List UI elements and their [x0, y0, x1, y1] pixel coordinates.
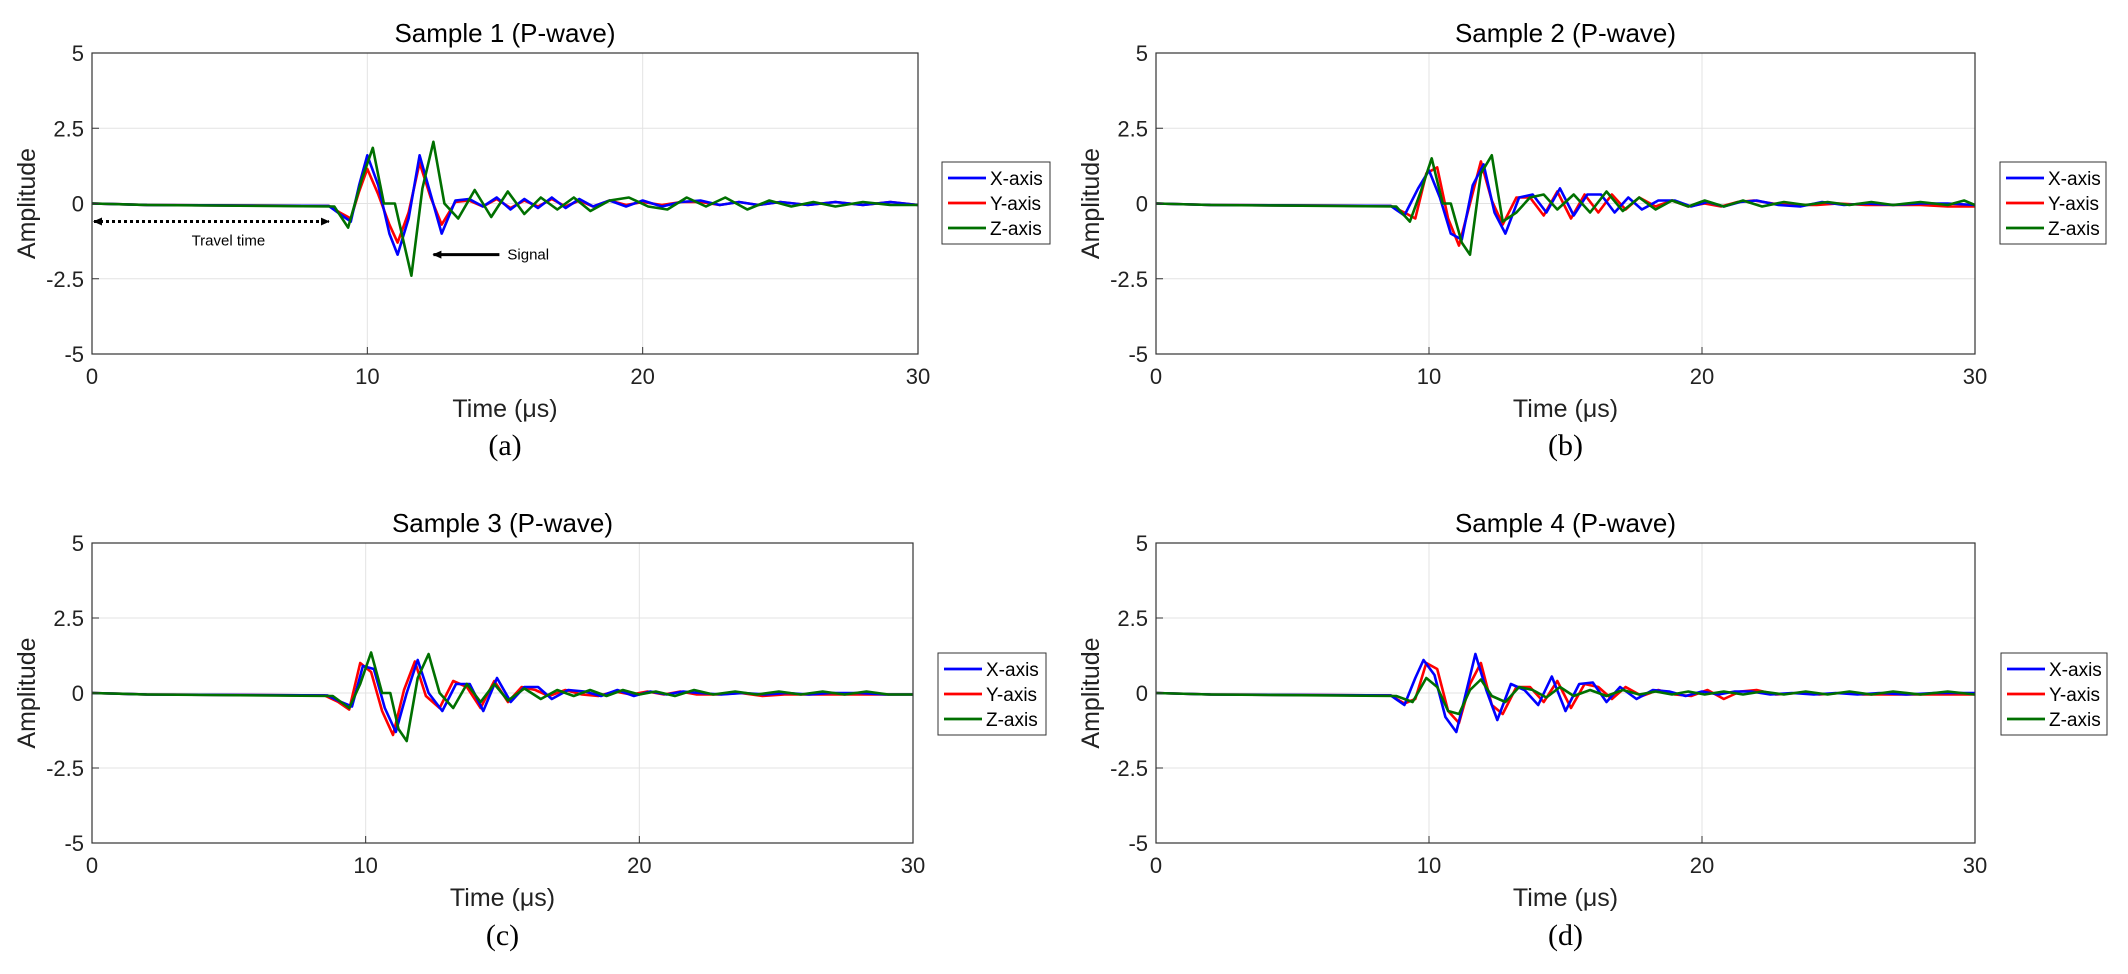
x-tick-label: 10 — [1417, 364, 1441, 389]
y-tick-label: -5 — [64, 831, 84, 856]
y-tick-label: 0 — [1136, 681, 1148, 706]
y-tick-label: 2.5 — [1117, 606, 1148, 631]
x-tick-label: 20 — [630, 364, 654, 389]
chart-panel-1: 0 10 20 30 -5 -2.5 0 2.5 5 Sample 1 (P-wave) Time … — [13, 18, 1051, 462]
y-tick-label: -5 — [1128, 342, 1148, 367]
series-line-x-axis — [92, 154, 918, 256]
x-tick-label: 0 — [1150, 853, 1162, 878]
legend-label: X-axis — [986, 660, 1039, 681]
legend-label: Z-axis — [2049, 710, 2101, 731]
legend-label: Z-axis — [990, 219, 1042, 240]
legend-label: Y-axis — [2049, 685, 2100, 706]
chart-title: Sample 3 (P-wave) — [392, 508, 613, 538]
y-tick-label: 0 — [72, 681, 84, 706]
x-tick-label: 10 — [353, 853, 377, 878]
y-tick-label: 0 — [1136, 192, 1148, 217]
x-tick-label: 20 — [1690, 853, 1714, 878]
chart-panel-2: 0 10 20 30 -5 -2.5 0 2.5 5 Sample 2 (P-wave) Time … — [1077, 18, 2107, 462]
chart-panel-3: 0 10 20 30 -5 -2.5 0 2.5 5 Sample 3 (P-wave) Time … — [13, 508, 1047, 952]
y-tick-label: -5 — [64, 342, 84, 367]
y-tick-label: 2.5 — [53, 606, 84, 631]
legend-label: Y-axis — [990, 194, 1041, 215]
y-axis-label: Amplitude — [1077, 148, 1105, 259]
panel-caption: (c) — [486, 919, 519, 952]
legend-label: Y-axis — [986, 685, 1037, 706]
legend-box — [937, 652, 1047, 736]
chart-title: Sample 1 (P-wave) — [394, 18, 615, 48]
y-tick-label: -2.5 — [1110, 756, 1148, 781]
y-axis-label: Amplitude — [13, 148, 41, 259]
y-axis-label: Amplitude — [13, 637, 41, 748]
series-line-z-axis — [1156, 676, 1975, 716]
x-tick-label: 30 — [1963, 364, 1987, 389]
x-tick-label: 20 — [627, 853, 651, 878]
series-line-z-axis — [1156, 154, 1975, 256]
y-tick-label: 5 — [1136, 41, 1148, 66]
panel-caption: (d) — [1548, 919, 1583, 952]
x-axis-label: Time (μs) — [452, 395, 557, 423]
y-tick-label: 0 — [72, 192, 84, 217]
panel-caption: (b) — [1548, 429, 1583, 462]
legend-label: X-axis — [990, 169, 1043, 190]
legend-label: Z-axis — [2048, 219, 2100, 240]
chart-panel-4: 0 10 20 30 -5 -2.5 0 2.5 5 Sample 4 (P-wave) Time … — [1077, 508, 2108, 952]
legend: X-axis Y-axis Z-axis — [2000, 652, 2108, 736]
y-tick-label: -2.5 — [46, 267, 84, 292]
legend-label: Z-axis — [986, 710, 1038, 731]
x-tick-label: 0 — [86, 853, 98, 878]
chart-title: Sample 2 (P-wave) — [1455, 18, 1676, 48]
x-tick-label: 10 — [355, 364, 379, 389]
legend-label: Y-axis — [2048, 194, 2099, 215]
x-tick-label: 10 — [1417, 853, 1441, 878]
travel-time-label: Travel time — [192, 233, 266, 250]
y-tick-label: -2.5 — [1110, 267, 1148, 292]
legend: X-axis Y-axis Z-axis — [1999, 161, 2107, 245]
x-axis-label: Time (μs) — [1513, 884, 1618, 912]
x-axis-label: Time (μs) — [450, 884, 555, 912]
y-tick-label: -2.5 — [46, 756, 84, 781]
y-tick-label: 2.5 — [1117, 116, 1148, 141]
x-tick-label: 0 — [1150, 364, 1162, 389]
chart-title: Sample 4 (P-wave) — [1455, 508, 1676, 538]
x-axis-label: Time (μs) — [1513, 395, 1618, 423]
legend: X-axis Y-axis Z-axis — [937, 652, 1047, 736]
y-axis-label: Amplitude — [1077, 637, 1105, 748]
y-tick-label: -5 — [1128, 831, 1148, 856]
signal-label: Signal — [507, 247, 549, 264]
x-tick-label: 0 — [86, 364, 98, 389]
panel-caption: (a) — [488, 429, 521, 462]
legend: X-axis Y-axis Z-axis — [941, 161, 1051, 245]
legend-label: X-axis — [2049, 660, 2102, 681]
series-line-z-axis — [92, 140, 918, 278]
x-tick-label: 30 — [906, 364, 930, 389]
x-tick-label: 20 — [1690, 364, 1714, 389]
x-tick-label: 30 — [901, 853, 925, 878]
y-tick-label: 5 — [1136, 531, 1148, 556]
y-tick-label: 5 — [72, 41, 84, 66]
legend-label: X-axis — [2048, 169, 2101, 190]
series-line-z-axis — [92, 651, 913, 743]
x-tick-label: 30 — [1963, 853, 1987, 878]
y-tick-label: 5 — [72, 531, 84, 556]
y-tick-label: 2.5 — [53, 116, 84, 141]
